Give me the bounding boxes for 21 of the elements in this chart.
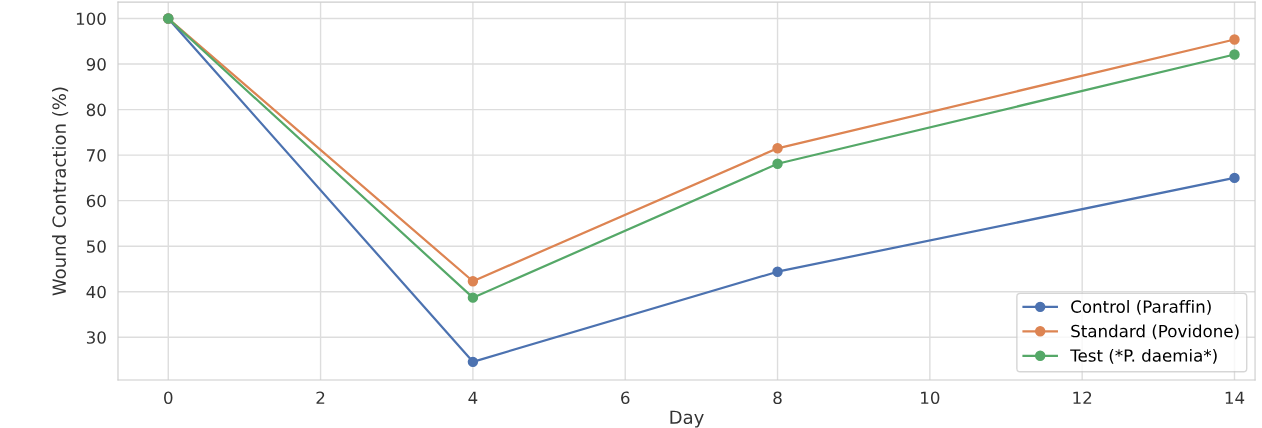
y-tick-label: 50 [86, 240, 106, 253]
y-tick-label: 100 [76, 12, 106, 26]
x-tick-label: 12 [1073, 391, 1092, 404]
x-axis-title: Day [670, 410, 704, 428]
x-tick-label: 4 [468, 391, 478, 404]
y-tick-label: 60 [86, 194, 106, 208]
x-tick-label: 2 [316, 391, 325, 404]
y-tick-label: 90 [86, 58, 106, 71]
y-tick-label: 70 [87, 149, 106, 162]
x-tick-label: 6 [621, 391, 630, 405]
x-tick-label: 14 [1225, 391, 1245, 404]
y-tick-label: 30 [86, 331, 106, 344]
legend-label: Standard (Povidone) [1071, 324, 1239, 340]
legend-label: Test (*P. daemia*) [1070, 348, 1217, 364]
x-tick-label: 0 [164, 391, 173, 405]
x-tick-label: 8 [773, 391, 782, 405]
y-tick-label: 80 [86, 103, 106, 117]
y-axis-title: Wound Contraction (%) [52, 87, 69, 296]
legend-label: Control (Paraffin) [1071, 300, 1211, 315]
y-tick-label: 40 [86, 285, 106, 299]
x-tick-label: 10 [921, 391, 940, 405]
